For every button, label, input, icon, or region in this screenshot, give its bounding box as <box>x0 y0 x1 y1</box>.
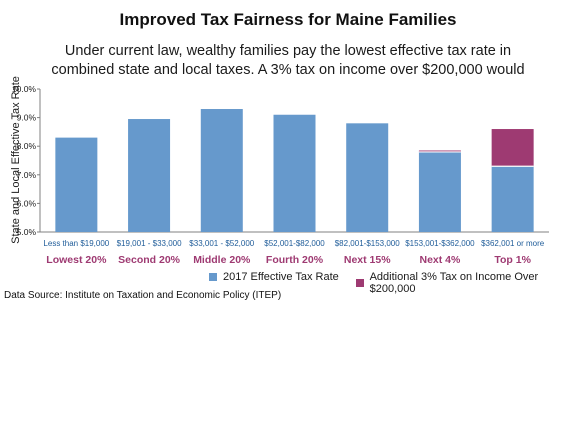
category-label: Less than $19,000 <box>43 239 109 248</box>
bar-additional-tax <box>418 150 461 152</box>
chart-title: Improved Tax Fairness for Maine Families <box>119 10 457 29</box>
y-axis-label-group: State and Local Effective Tax Rate <box>10 76 22 244</box>
category-label: $82,001-$153,000 <box>335 239 401 248</box>
legend-item-additional-tax: Additional 3% Tax on Income Over $200,00… <box>356 271 576 295</box>
group-label: Middle 20% <box>193 254 251 266</box>
bar-effective-rate <box>418 151 461 232</box>
group-label: Top 1% <box>494 254 531 266</box>
category-label: $19,001 - $33,000 <box>117 239 182 248</box>
bar-effective-rate <box>128 119 171 232</box>
category-label: $52,001-$82,000 <box>264 239 325 248</box>
bars <box>55 109 534 232</box>
y-tick-label: 6.0% <box>17 198 37 208</box>
legend-item-effective-rate: 2017 Effective Tax Rate <box>209 271 339 283</box>
category-label: $33,001 - $52,000 <box>189 239 254 248</box>
legend-swatch-effective-rate <box>209 273 217 281</box>
y-tick-label: 5.0% <box>17 227 37 237</box>
category-labels: Less than $19,000 $19,001 - $33,000 $33,00… <box>43 239 544 248</box>
legend: 2017 Effective Tax Rate Additional 3% Ta… <box>0 271 576 295</box>
chart-subtitle-line-2: combined state and local taxes. A 3% tax… <box>51 62 525 78</box>
group-label: Second 20% <box>118 254 181 266</box>
legend-label-effective-rate: 2017 Effective Tax Rate <box>223 271 339 283</box>
bar-effective-rate <box>55 137 98 232</box>
bar-additional-tax <box>491 129 534 167</box>
bar-effective-rate <box>273 114 316 232</box>
category-label: $153,001-$362,000 <box>405 239 475 248</box>
bar-effective-rate <box>200 109 243 232</box>
chart-subtitle-line-1: Under current law, wealthy families pay … <box>64 43 512 59</box>
group-label: Lowest 20% <box>46 254 107 266</box>
group-label: Next 15% <box>344 254 391 266</box>
bar-effective-rate <box>491 166 534 232</box>
y-tick-label: 8.0% <box>17 141 37 151</box>
y-tick-label: 9.0% <box>17 113 37 123</box>
legend-swatch-additional-tax <box>356 279 364 287</box>
group-labels: Lowest 20% Second 20% Middle 20% Fourth 20%… <box>46 254 531 266</box>
legend-label-additional-tax: Additional 3% Tax on Income Over $200,00… <box>369 271 539 295</box>
y-tick-label: 7.0% <box>17 170 37 180</box>
category-label: $362,001 or more <box>481 239 545 248</box>
group-label: Fourth 20% <box>266 254 324 266</box>
y-tick-label: 10.0% <box>12 84 37 94</box>
bar-effective-rate <box>346 123 389 232</box>
y-tick-labels: 5.0% 6.0% 7.0% 8.0% 9.0% 10.0% <box>12 84 40 237</box>
group-label: Next 4% <box>419 254 461 266</box>
data-source-note: Data Source: Institute on Taxation and E… <box>4 290 282 301</box>
y-axis-label: State and Local Effective Tax Rate <box>10 76 22 244</box>
